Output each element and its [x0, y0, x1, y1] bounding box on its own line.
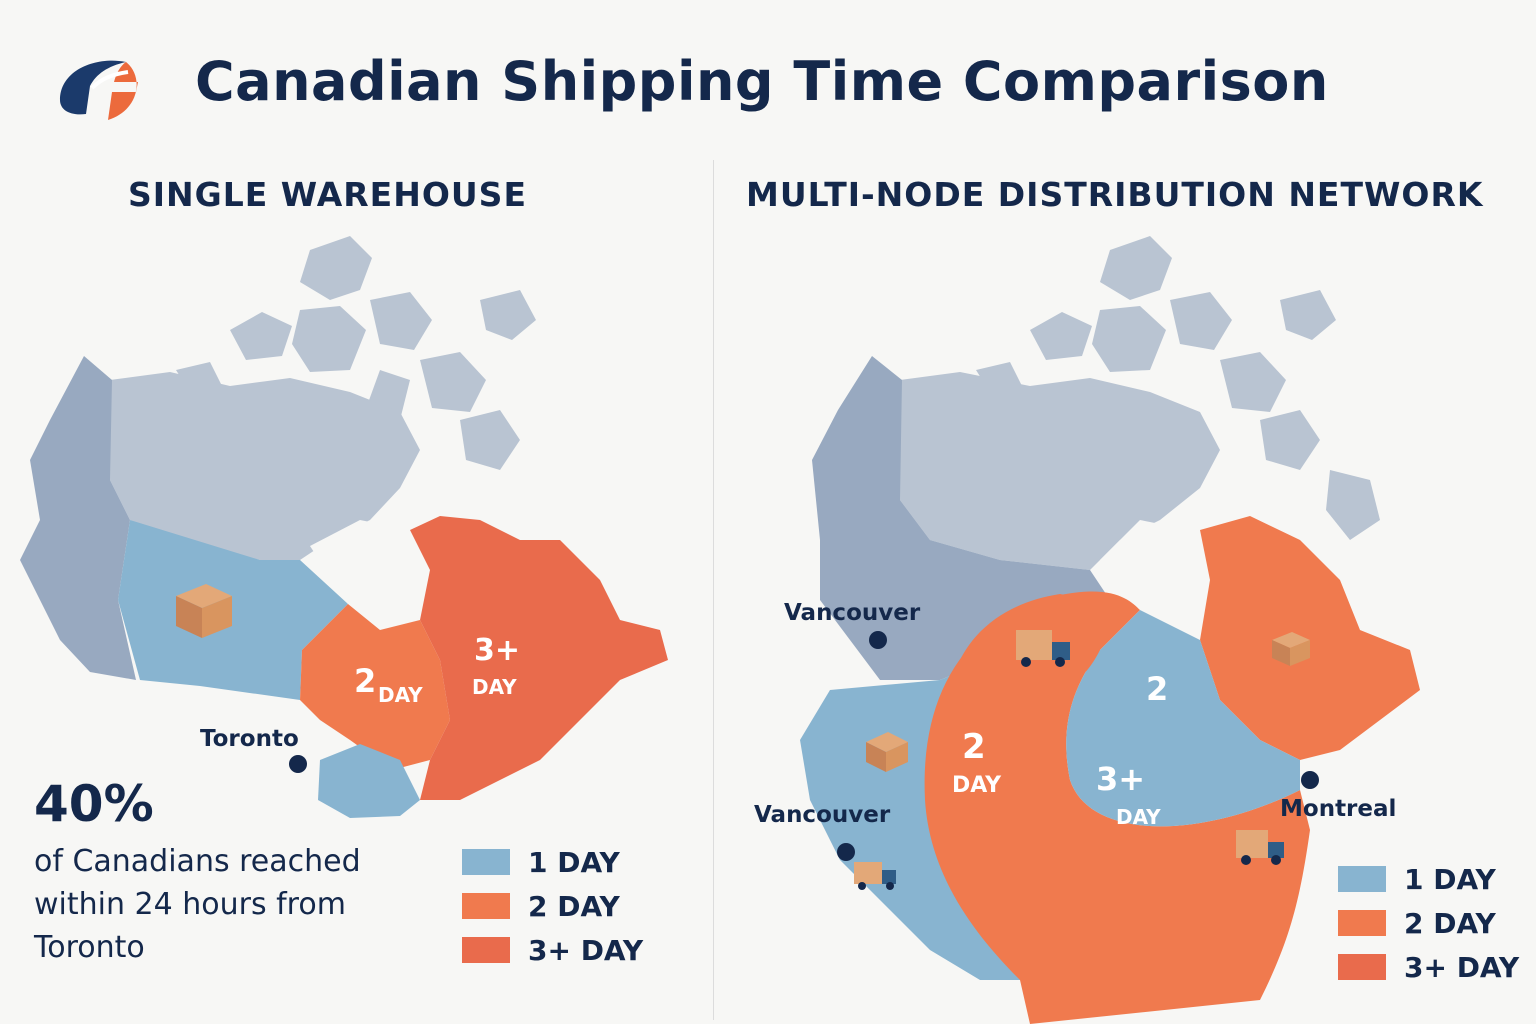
montreal-marker [1301, 771, 1319, 789]
legend-item: 2 DAY [1338, 901, 1519, 945]
right-panel-heading: MULTI-NODE DISTRIBUTION NETWORK [746, 175, 1484, 214]
legend-swatch-2day [1338, 910, 1386, 936]
stat-line-1: of Canadians reached [34, 844, 361, 879]
legend-label: 1 DAY [1404, 862, 1496, 896]
truck-icon-east [1236, 830, 1284, 865]
left-western-region [20, 356, 136, 680]
left-zone-2-num: 2 [354, 662, 376, 700]
legend-item: 3+ DAY [462, 928, 643, 972]
stat-line-3: Toronto [34, 930, 145, 965]
vancouver-north-label: Vancouver [784, 600, 921, 626]
right-zone-center-2: 2 [1146, 670, 1168, 708]
stat-line-2: within 24 hours from [34, 887, 346, 922]
right-quebec-2day [1200, 516, 1420, 760]
brand-logo-icon [60, 60, 138, 120]
left-great-lakes-1day [318, 744, 420, 818]
left-panel-heading: SINGLE WAREHOUSE [128, 175, 527, 214]
legend-label: 1 DAY [528, 845, 620, 879]
vancouver-south-label: Vancouver [754, 802, 891, 828]
legend-label: 2 DAY [528, 889, 620, 923]
panel-divider [713, 160, 714, 1020]
left-east-3day [410, 516, 668, 800]
legend-item: 3+ DAY [1338, 945, 1519, 989]
truck-icon-south [854, 862, 896, 890]
legend-swatch-3day [462, 937, 510, 963]
legend-label: 3+ DAY [1404, 950, 1520, 984]
coverage-stat-text: of Canadians reached within 24 hours fro… [34, 840, 394, 969]
right-zone-3-unit: DAY [1116, 805, 1161, 829]
coverage-stat-value: 40% [34, 775, 154, 833]
warehouse-box-icon [176, 584, 232, 638]
right-arctic-islands [976, 236, 1380, 540]
right-ring-2day [924, 591, 1310, 1024]
left-zone-3-unit: DAY [472, 675, 517, 699]
page-title: Canadian Shipping Time Comparison [195, 50, 1329, 113]
right-zone-3-num: 3+ [1096, 760, 1145, 798]
vancouver-south-marker [837, 843, 855, 861]
right-legend: 1 DAY 2 DAY 3+ DAY [1338, 857, 1519, 989]
montreal-label: Montreal [1280, 796, 1396, 822]
right-zone-ring-2-num: 2 [962, 727, 986, 767]
vancouver-north-marker [869, 631, 887, 649]
right-center-1day [1066, 610, 1300, 827]
left-arctic-islands [176, 236, 536, 470]
legend-item: 1 DAY [1338, 857, 1519, 901]
legend-swatch-3day [1338, 954, 1386, 980]
toronto-marker [289, 755, 307, 773]
legend-item: 1 DAY [462, 840, 643, 884]
legend-swatch-1day [1338, 866, 1386, 892]
left-prairies-1day [118, 520, 348, 700]
left-zone-3-num: 3+ [474, 633, 520, 668]
right-western-region [812, 356, 1110, 680]
right-map: Vancouver Vancouver Montreal 2 2 DAY 3+ … [754, 236, 1420, 1024]
left-map: Toronto 2 DAY 3+ DAY [20, 236, 668, 818]
left-zone-2-unit: DAY [378, 683, 423, 707]
legend-swatch-1day [462, 849, 510, 875]
box-icon-west [866, 732, 908, 772]
right-zone-ring-2-unit: DAY [952, 773, 1002, 798]
toronto-label: Toronto [200, 726, 299, 752]
legend-label: 2 DAY [1404, 906, 1496, 940]
left-ontario-2day [300, 604, 450, 770]
left-legend: 1 DAY 2 DAY 3+ DAY [462, 840, 643, 972]
truck-icon-north [1016, 630, 1070, 667]
legend-label: 3+ DAY [528, 933, 644, 967]
legend-item: 2 DAY [462, 884, 643, 928]
left-northern-region [110, 372, 420, 560]
legend-swatch-2day [462, 893, 510, 919]
box-icon-east [1272, 632, 1310, 666]
